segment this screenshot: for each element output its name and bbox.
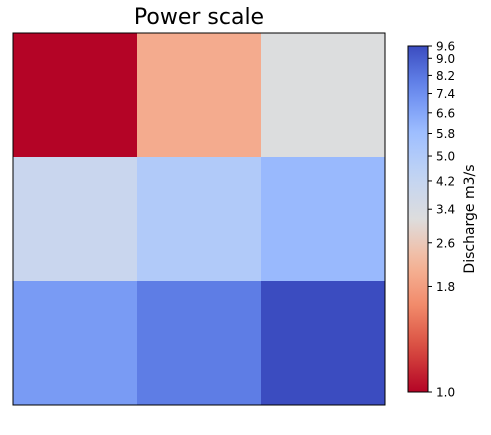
colorbar-tick-label: 1.8 (436, 280, 455, 294)
heatmap-cell (261, 281, 386, 406)
colorbar-tick-label: 7.4 (436, 87, 455, 101)
chart-title: Power scale (134, 5, 264, 30)
colorbar-frame (407, 45, 429, 393)
colorbar-tick-label: 9.0 (436, 52, 455, 66)
heatmap-cell (13, 157, 138, 282)
heatmap-cell (13, 33, 138, 158)
plot-frame (12, 32, 386, 406)
colorbar-tick-label: 4.2 (436, 174, 455, 188)
colorbar-tick-label: 9.6 (436, 40, 455, 54)
heatmap-cell (137, 157, 262, 282)
heatmap-cell (261, 33, 386, 158)
heatmap-cell (137, 281, 262, 406)
colorbar-tick-label: 3.4 (436, 203, 455, 217)
heatmap-cell (13, 281, 138, 406)
heatmap-cell (261, 157, 386, 282)
colorbar-tick-label: 2.6 (436, 236, 455, 250)
colorbar-label: Discharge m3/s (462, 164, 478, 273)
colorbar: 1.0 1.8 2.6 3.4 4.2 5.0 5.8 6.6 7.4 8.2 9.09.6 Dis… (407, 40, 478, 400)
colorbar-scale (408, 46, 428, 392)
colorbar-tick-label: 6.6 (436, 106, 455, 120)
colorbar-tick-label: 1.0 (436, 386, 455, 400)
heatmap-cell (137, 33, 262, 158)
colorbar-tick-label: 5.8 (436, 127, 455, 141)
colorbar-ticks: 1.0 1.8 2.6 3.4 4.2 5.0 5.8 6.6 7.4 8.2 9.09.6 (428, 40, 455, 400)
heatmap-cells (13, 33, 386, 406)
colorbar-tick-label: 5.0 (436, 150, 455, 164)
colorbar-tick-label: 8.2 (436, 69, 455, 83)
